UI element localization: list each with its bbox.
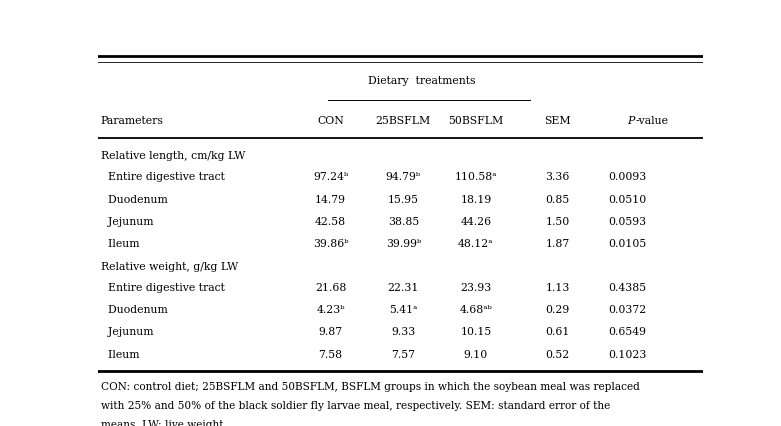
Text: 0.6549: 0.6549 bbox=[608, 327, 646, 337]
Text: 14.79: 14.79 bbox=[316, 195, 346, 205]
Text: Entire digestive tract: Entire digestive tract bbox=[101, 173, 224, 182]
Text: 0.1023: 0.1023 bbox=[608, 350, 647, 360]
Text: 9.33: 9.33 bbox=[391, 327, 415, 337]
Text: 50BSFLM: 50BSFLM bbox=[448, 116, 504, 126]
Text: 39.86ᵇ: 39.86ᵇ bbox=[313, 239, 348, 249]
Text: 0.4385: 0.4385 bbox=[608, 282, 647, 293]
Text: Ileum: Ileum bbox=[101, 350, 139, 360]
Text: Ileum: Ileum bbox=[101, 239, 139, 249]
Text: -value: -value bbox=[636, 116, 669, 126]
Text: 0.0105: 0.0105 bbox=[608, 239, 647, 249]
Text: Jejunum: Jejunum bbox=[101, 217, 153, 227]
Text: 0.29: 0.29 bbox=[545, 305, 570, 315]
Text: 1.13: 1.13 bbox=[545, 282, 570, 293]
Text: 15.95: 15.95 bbox=[388, 195, 419, 205]
Text: 7.58: 7.58 bbox=[319, 350, 343, 360]
Text: SEM: SEM bbox=[544, 116, 571, 126]
Text: 48.12ᵃ: 48.12ᵃ bbox=[458, 239, 494, 249]
Text: 1.87: 1.87 bbox=[545, 239, 570, 249]
Text: 0.61: 0.61 bbox=[545, 327, 570, 337]
Text: 1.50: 1.50 bbox=[545, 217, 570, 227]
Text: 5.41ᵃ: 5.41ᵃ bbox=[389, 305, 418, 315]
Text: 39.99ᵇ: 39.99ᵇ bbox=[386, 239, 421, 249]
Text: Duodenum: Duodenum bbox=[101, 195, 167, 205]
Text: 7.57: 7.57 bbox=[391, 350, 415, 360]
Text: CON: control diet; 25BSFLM and 50BSFLM, BSFLM groups in which the soybean meal w: CON: control diet; 25BSFLM and 50BSFLM, … bbox=[101, 382, 640, 392]
Text: 3.36: 3.36 bbox=[545, 173, 570, 182]
Text: 18.19: 18.19 bbox=[460, 195, 491, 205]
Text: 25BSFLM: 25BSFLM bbox=[376, 116, 431, 126]
Text: with 25% and 50% of the black soldier fly larvae meal, respectively. SEM: standa: with 25% and 50% of the black soldier fl… bbox=[101, 401, 610, 411]
Text: 42.58: 42.58 bbox=[315, 217, 346, 227]
Text: 94.79ᵇ: 94.79ᵇ bbox=[386, 173, 421, 182]
Text: 38.85: 38.85 bbox=[387, 217, 419, 227]
Text: means. LW: live weight.: means. LW: live weight. bbox=[101, 420, 226, 426]
Text: 0.52: 0.52 bbox=[545, 350, 570, 360]
Text: P: P bbox=[627, 116, 635, 126]
Text: 10.15: 10.15 bbox=[460, 327, 491, 337]
Text: 22.31: 22.31 bbox=[387, 282, 419, 293]
Text: CON: CON bbox=[317, 116, 344, 126]
Text: 9.10: 9.10 bbox=[464, 350, 488, 360]
Text: 0.0372: 0.0372 bbox=[608, 305, 647, 315]
Text: 4.23ᵇ: 4.23ᵇ bbox=[316, 305, 345, 315]
Text: 0.0510: 0.0510 bbox=[608, 195, 647, 205]
Text: Jejunum: Jejunum bbox=[101, 327, 153, 337]
Text: 23.93: 23.93 bbox=[460, 282, 491, 293]
Text: 21.68: 21.68 bbox=[315, 282, 346, 293]
Text: Entire digestive tract: Entire digestive tract bbox=[101, 282, 224, 293]
Text: 9.87: 9.87 bbox=[319, 327, 343, 337]
Text: 0.0593: 0.0593 bbox=[608, 217, 647, 227]
Text: 110.58ᵃ: 110.58ᵃ bbox=[455, 173, 497, 182]
Text: Dietary  treatments: Dietary treatments bbox=[368, 76, 475, 86]
Text: Parameters: Parameters bbox=[101, 116, 163, 126]
Text: 97.24ᵇ: 97.24ᵇ bbox=[313, 173, 348, 182]
Text: Duodenum: Duodenum bbox=[101, 305, 167, 315]
Text: 44.26: 44.26 bbox=[460, 217, 491, 227]
Text: 0.0093: 0.0093 bbox=[608, 173, 647, 182]
Text: Relative length, cm/kg LW: Relative length, cm/kg LW bbox=[101, 151, 245, 161]
Text: 4.68ᵃᵇ: 4.68ᵃᵇ bbox=[459, 305, 492, 315]
Text: Relative weight, g/kg LW: Relative weight, g/kg LW bbox=[101, 262, 238, 272]
Text: 0.85: 0.85 bbox=[545, 195, 570, 205]
